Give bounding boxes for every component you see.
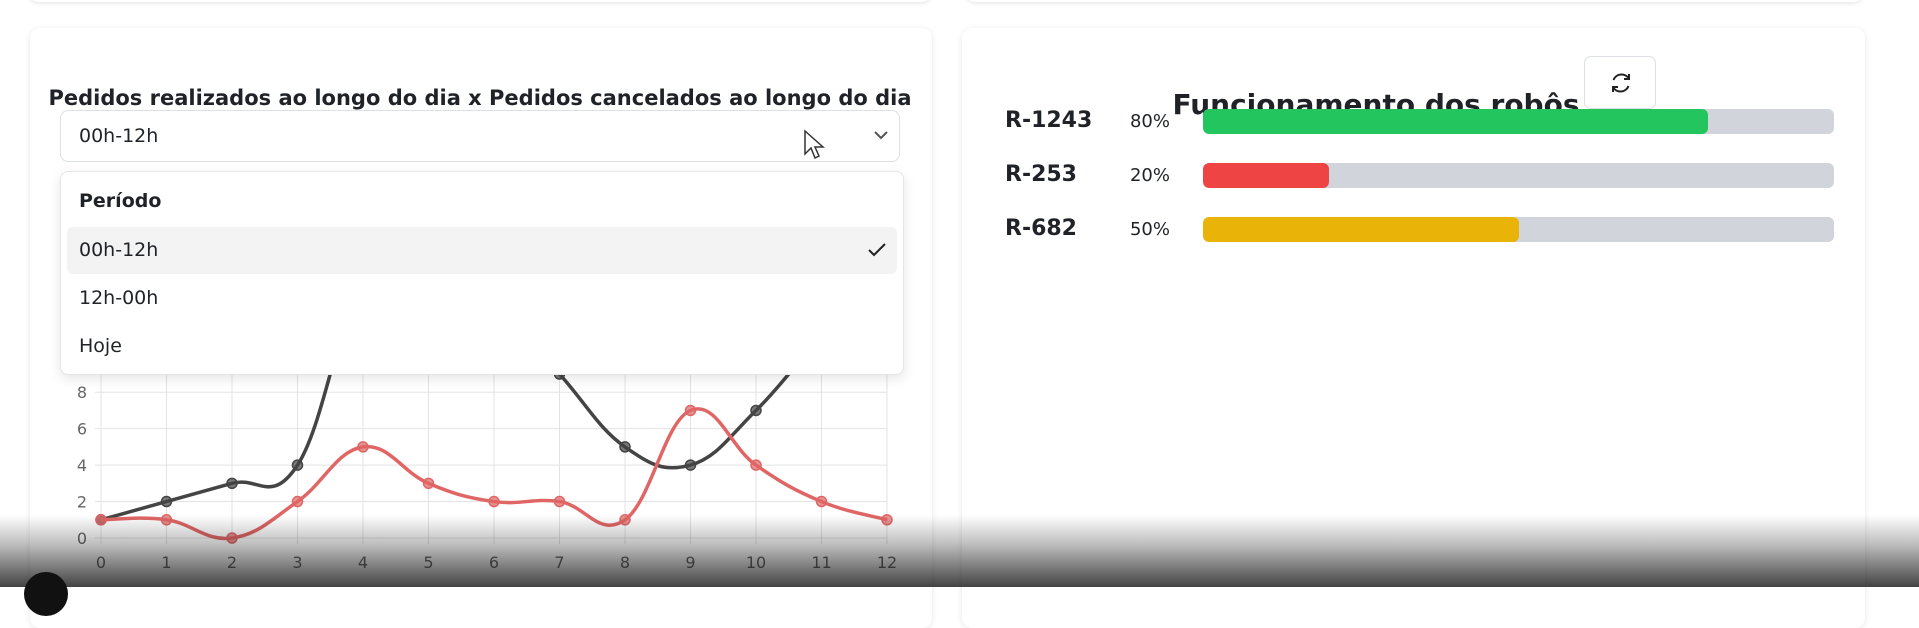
dropdown-heading: Período (79, 190, 162, 212)
x-tick-label: 1 (161, 553, 171, 572)
select-value: 00h-12h (79, 125, 159, 147)
progress-bar (1203, 217, 1519, 242)
x-tick-label: 8 (620, 553, 630, 572)
robot-name: R-682 (1005, 216, 1077, 241)
card-edge (30, 0, 930, 2)
robot-percent: 50% (1129, 219, 1170, 240)
robot-name: R-1243 (1005, 108, 1093, 133)
x-tick-label: 4 (358, 553, 368, 572)
dropdown-menu: Período 00h-12h 12h-00h Hoje (60, 171, 904, 375)
chart-card: 0 1 2 3 4 5 6 7 8 9 10 11 12 0 2 4 6 8 Pedidos realizados… (30, 28, 932, 628)
x-tick-label: 9 (685, 553, 695, 572)
data-point (881, 514, 893, 526)
mouse-cursor (804, 129, 825, 160)
option-label: 00h-12h (79, 239, 159, 261)
progress-track (1203, 217, 1834, 242)
data-point (422, 477, 435, 490)
x-tick-label: 2 (227, 553, 237, 572)
x-tick-label: 6 (489, 553, 499, 572)
x-tick-label: 11 (811, 553, 831, 572)
x-tick-label: 5 (423, 553, 433, 572)
card-title: Pedidos realizados ao longo do dia x Ped… (48, 86, 912, 110)
data-point (684, 459, 697, 471)
progress-track (1203, 109, 1834, 134)
dropdown-option[interactable]: Hoje (67, 323, 897, 370)
progress-bar (1203, 109, 1708, 134)
data-point (684, 404, 697, 417)
y-tick-label: 8 (77, 383, 87, 402)
robots-card: Funcionamento dos robôs R-1243 80% R-253 20… (962, 28, 1865, 628)
progress-bar (1203, 163, 1330, 188)
data-point (160, 495, 173, 508)
y-tick-label: 4 (77, 456, 87, 475)
option-label: 12h-00h (79, 287, 159, 309)
data-point (815, 495, 828, 508)
option-label: Hoje (79, 335, 122, 357)
x-tick-label: 3 (292, 553, 302, 572)
x-tick-label: 12 (877, 553, 897, 572)
data-point (750, 404, 762, 417)
robot-name: R-253 (1005, 162, 1077, 187)
card-edge (967, 0, 1862, 2)
robot-row: R-1243 80% (962, 102, 1862, 142)
x-tick-label: 0 (96, 553, 106, 572)
x-tick-label: 7 (554, 553, 564, 572)
data-point (226, 477, 238, 490)
data-point (619, 514, 631, 526)
dropdown-option[interactable]: 00h-12h (67, 227, 897, 274)
dropdown-option[interactable]: 12h-00h (67, 275, 897, 322)
refresh-button[interactable] (1584, 56, 1656, 109)
progress-track (1203, 163, 1834, 188)
check-icon (868, 243, 886, 257)
data-point (750, 459, 762, 471)
data-point (619, 441, 631, 453)
y-tick-label: 0 (77, 529, 87, 548)
refresh-icon (1612, 73, 1630, 93)
data-point (357, 441, 369, 453)
robot-percent: 20% (1129, 165, 1170, 186)
robot-row: R-682 50% (962, 210, 1862, 250)
taskbar-button (24, 572, 68, 616)
data-point (160, 514, 173, 526)
robot-percent: 80% (1129, 111, 1170, 132)
data-point (291, 495, 304, 508)
data-point (95, 514, 107, 526)
period-select[interactable]: 00h-12h (60, 110, 900, 162)
chevron-icon (874, 131, 888, 140)
y-tick-label: 6 (77, 420, 87, 439)
robot-row: R-253 20% (962, 156, 1862, 196)
y-tick-label: 2 (77, 493, 87, 512)
data-point (553, 495, 566, 508)
data-point (488, 495, 500, 508)
x-tick-label: 10 (746, 553, 766, 572)
data-point (291, 459, 304, 471)
data-point (226, 532, 238, 544)
